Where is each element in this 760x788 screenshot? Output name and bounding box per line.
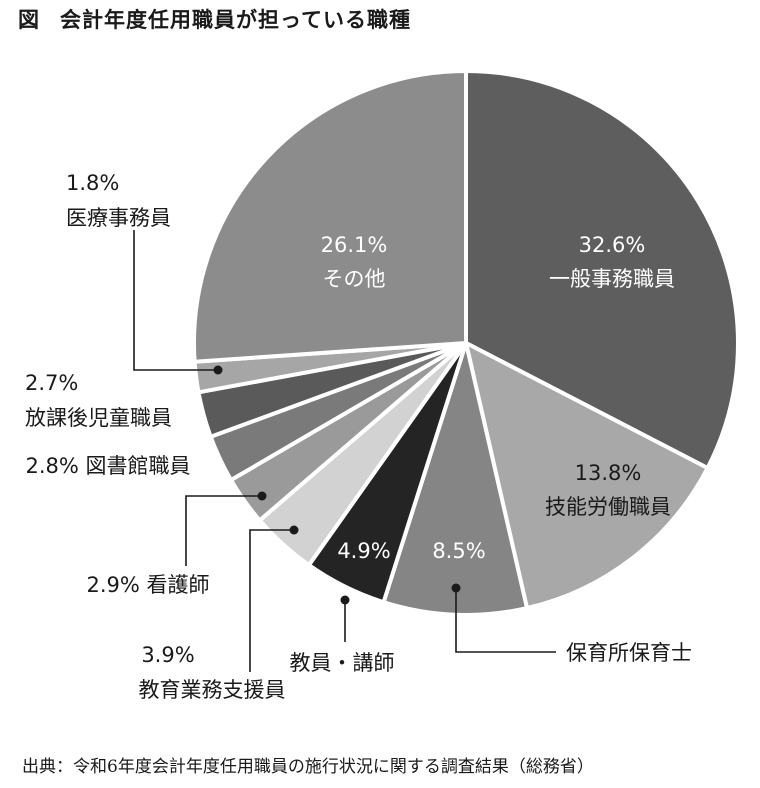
slice-name-label-9: 医療事務員 <box>66 206 171 230</box>
leader-hoikushi-line <box>455 588 556 653</box>
slice-value-label-5: 3.9% <box>141 643 194 667</box>
leader-iryo-line <box>133 230 218 371</box>
slice-value-label-9: 1.8% <box>66 171 119 195</box>
slice-value-label-1: 32.6% <box>579 233 646 257</box>
slice-name-label-8: 放課後児童職員 <box>25 406 172 430</box>
slice-name-label-2: 技能労働職員 <box>545 495 671 519</box>
leader-kangoshi-line <box>185 495 262 566</box>
slice-name-label-1: 一般事務職員 <box>549 267 675 291</box>
pie-slice-1 <box>464 69 740 471</box>
slice-value-label-8: 2.7% <box>25 371 78 395</box>
pie-slice-10 <box>192 69 468 364</box>
pie-slice-3 <box>381 341 529 617</box>
leader-kyoiku-line <box>249 529 294 672</box>
slice-value-label-4: 4.9% <box>337 539 390 563</box>
figure-prefix: 図 <box>18 8 40 32</box>
slice-label-7: 2.8% 図書館職員 <box>25 454 190 478</box>
source-note: 出典：令和6年度会計年度任用職員の施行状況に関する調査結果（総務省） <box>22 757 594 777</box>
slice-name-label-10: その他 <box>323 267 386 291</box>
slice-name-label-3: 保育所保育士 <box>566 641 692 665</box>
slice-value-label-3: 8.5% <box>432 539 485 563</box>
pie-slice-2 <box>464 341 710 611</box>
slice-value-label-10: 26.1% <box>321 233 388 257</box>
title-text: 会計年度任用職員が担っている職種 <box>60 8 411 32</box>
slice-name-label-4: 教員・講師 <box>290 651 395 675</box>
slice-name-label-5: 教育業務支援員 <box>139 678 286 702</box>
slice-label-6: 2.9% 看護師 <box>86 573 209 597</box>
chart-title: 図会計年度任用職員が担っている職種 <box>18 4 411 34</box>
slice-value-label-2: 13.8% <box>575 461 642 485</box>
